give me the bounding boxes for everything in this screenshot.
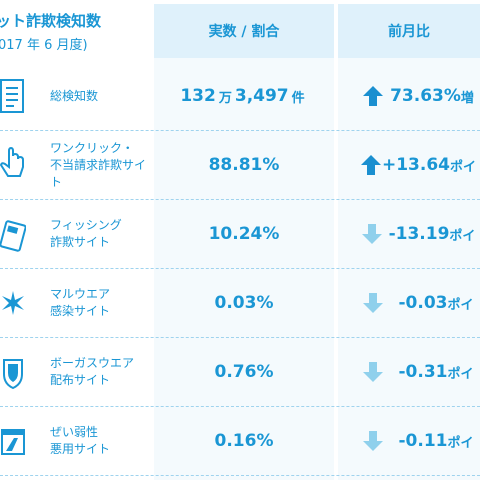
row-label-line1: ぜい弱性 <box>50 425 99 439</box>
change-suffix: ポイ <box>449 228 476 244</box>
table-row-bogusware: ボーガスウエア 配布サイト 0.76% -0.31 ポイ <box>0 338 480 407</box>
row-value: 88.81% <box>154 131 334 199</box>
row-value: 0.16% <box>154 407 334 475</box>
vulnerable-window-icon <box>1 429 25 455</box>
table-row-one-click: ワンクリック・ 不当請求詐欺サイト 88.81% +13.64 ポイ <box>0 131 480 200</box>
value-main: 0.76% <box>214 362 274 382</box>
value-main: 132 <box>180 86 216 106</box>
row-change: -0.03 ポイ <box>338 269 480 337</box>
value-column-bg <box>154 58 334 480</box>
change-suffix: ポイ <box>450 159 477 175</box>
change-value: -0.11 <box>398 431 448 451</box>
value-main: 10.24% <box>208 224 280 244</box>
row-label-line1: ボーガスウエア <box>50 356 135 370</box>
row-change: -0.11 ポイ <box>338 407 480 475</box>
row-label-line2: 詐欺サイト <box>50 235 111 249</box>
row-value: 0.76% <box>154 338 334 406</box>
row-label: フィッシング 詐欺サイト <box>50 200 154 268</box>
arrow-up-icon <box>360 155 381 175</box>
change-value: +13.64 <box>381 155 450 175</box>
change-value: -0.03 <box>398 293 448 313</box>
row-change: -0.31 ポイ <box>338 338 480 406</box>
value-unit: 万 <box>218 90 232 106</box>
arrow-down-icon <box>363 293 384 313</box>
arrow-down-icon <box>363 362 384 382</box>
row-label: ボーガスウエア 配布サイト <box>50 338 154 406</box>
row-label-line2: 不当請求詐欺サイト <box>50 157 147 189</box>
row-label-line2: 配布サイト <box>50 373 111 387</box>
row-label: ぜい弱性 悪用サイト <box>50 407 154 475</box>
click-hand-icon <box>0 146 24 177</box>
change-column-bg <box>338 58 480 480</box>
row-value: 10.24% <box>154 200 334 268</box>
table-row-vulnerability: ぜい弱性 悪用サイト 0.16% -0.11 ポイ <box>0 407 480 476</box>
row-label-line2: 感染サイト <box>50 304 111 318</box>
virus-burst-icon <box>2 291 24 315</box>
change-suffix: ポイ <box>447 435 474 451</box>
row-label-line2: 悪用サイト <box>50 442 111 456</box>
document-list-icon <box>0 79 24 113</box>
row-label-line1: マルウエア <box>50 287 111 301</box>
arrow-down-icon <box>361 224 382 244</box>
row-value: 132 万 3,497 件 <box>154 62 334 130</box>
change-value: -13.19 <box>388 224 450 244</box>
change-suffix: 増 <box>460 90 474 106</box>
row-label: ワンクリック・ 不当請求詐欺サイト <box>50 131 154 199</box>
change-suffix: ポイ <box>447 366 474 382</box>
arrow-up-icon <box>363 86 384 106</box>
value-column-header: 実数 / 割合 <box>154 4 334 58</box>
change-value: 73.63% <box>390 86 461 106</box>
change-suffix: ポイ <box>447 297 474 313</box>
row-change: -13.19 ポイ <box>338 200 480 268</box>
row-label-line1: ワンクリック・ <box>50 140 134 155</box>
table-title: ット詐欺検知数 <box>0 12 102 30</box>
value-main: 0.16% <box>214 431 274 451</box>
row-label-line1: 総検知数 <box>50 88 99 103</box>
arrow-down-icon <box>363 431 384 451</box>
row-change: 73.63% 増 <box>338 62 480 130</box>
value-main: 88.81% <box>208 155 280 175</box>
row-value: 0.03% <box>154 269 334 337</box>
change-column-header: 前月比 <box>338 4 480 58</box>
row-label: マルウエア 感染サイト <box>50 269 154 337</box>
row-change: +13.64 ポイ <box>338 131 480 199</box>
table-row-malware: マルウエア 感染サイト 0.03% -0.03 ポイ <box>0 269 480 338</box>
table-period: 017 年 6 月度) <box>0 38 88 53</box>
table-row-phishing: フィッシング 詐欺サイト 10.24% -13.19 ポイ <box>0 200 480 269</box>
row-label: 総検知数 <box>50 62 154 130</box>
credit-card-icon <box>0 220 26 252</box>
change-value: -0.31 <box>398 362 448 382</box>
value-main: 0.03% <box>214 293 274 313</box>
table-row-total: 総検知数 132 万 3,497 件 73.63% 増 <box>0 62 480 131</box>
fake-shield-icon <box>3 359 23 390</box>
table-title-block: ット詐欺検知数 017 年 6 月度) <box>0 0 148 58</box>
value-rest: 3,497 <box>234 86 289 106</box>
row-label-line1: フィッシング <box>50 218 122 232</box>
value-suffix: 件 <box>291 90 305 106</box>
